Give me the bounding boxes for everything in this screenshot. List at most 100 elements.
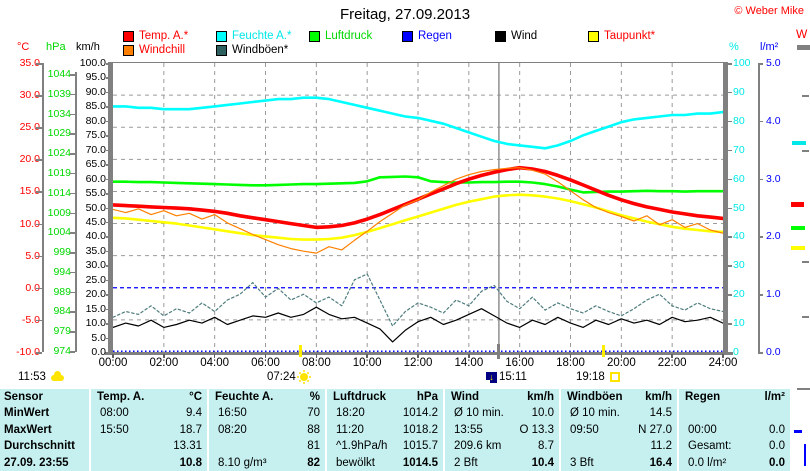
table-cell-value: 70: [307, 407, 320, 420]
table-header-cell: Temp. A. °C: [91, 389, 207, 405]
table-column-sensor: Sensor MinWert MaxWert Durchschnitt 27.09. 2…: [0, 389, 89, 471]
x-axis-line: [105, 352, 733, 355]
axis-tick-mark: [106, 164, 113, 166]
table-cell-value: 9.4: [186, 407, 202, 420]
x-axis-tick: [366, 354, 368, 358]
table-header-cell: Regen l/m²: [679, 389, 790, 405]
kmh-tick-label: 85.0: [85, 100, 106, 113]
table-cell-label: 8.10 g/m³: [218, 456, 267, 469]
x-axis-label: 10:00: [352, 357, 382, 369]
axis-tick-mark: [727, 63, 732, 65]
table-column-Regen: Regen l/m² 00:00 0.0 Gesamt: 0.0 0.0 l/m² 0.0: [677, 389, 790, 471]
legend-color-box: [402, 30, 413, 42]
table-cell-value: N 27.0: [638, 423, 672, 436]
sunrise-time-label: 07:24: [267, 371, 296, 383]
hpa-tick-label: 1014: [47, 186, 71, 199]
x-axis-tick: [722, 354, 724, 358]
c-tick-label: -10.0: [16, 346, 40, 358]
axis-tick-mark: [70, 252, 75, 254]
axis-tick-mark: [106, 279, 113, 282]
axis-tick-mark: [70, 133, 75, 135]
table-row: Gesamt: 0.0: [679, 438, 790, 454]
legend-color-box: [588, 30, 599, 42]
axis-tick-mark: [36, 287, 42, 290]
cutoff-next-chart-label: W: [796, 27, 808, 41]
hpa-tick-label: 984: [53, 305, 71, 318]
table-header-cell: Luftdruck hPa: [327, 389, 443, 405]
axis-unit-hpa: hPa: [46, 41, 66, 53]
axis-tick-mark: [106, 294, 113, 296]
axis-tick-mark: [758, 63, 763, 65]
series-Windchill: [113, 167, 723, 254]
x-axis-label: 08:00: [301, 357, 331, 369]
sunset-square-icon: [609, 372, 620, 382]
marker-moon: 11:53: [18, 371, 64, 383]
kmh-tick-label: 50.0: [85, 201, 106, 214]
pct-tick-label: 40: [733, 230, 745, 243]
hpa-tick-label: 974: [53, 345, 71, 357]
page-title: Freitag, 27.09.2013: [339, 6, 471, 23]
lm2-tick-label: 5.0: [766, 57, 781, 69]
axis-tick-mark: [70, 351, 75, 353]
axis-tick-mark: [727, 91, 732, 94]
edge-strip-yellow-dash: [791, 246, 805, 250]
table-column-Luftdruck: Luftdruck hPa 18:20 1014.2 11:20 1018.2 ^1.9hP…: [325, 389, 443, 471]
axis-tick-mark: [727, 207, 732, 209]
table-row: 09:50 N 27.0: [561, 422, 677, 438]
x-axis-label: 02:00: [149, 357, 179, 369]
table-cell-value: 1014.5: [402, 456, 438, 469]
axis-tick-mark: [70, 271, 75, 274]
x-axis-tick: [417, 354, 419, 358]
x-axis-label: 20:00: [606, 357, 636, 369]
axis-tick-mark: [70, 212, 75, 214]
pct-tick-label: 30: [733, 259, 745, 272]
axis-tick-mark: [106, 236, 113, 238]
axis-tick-mark: [106, 337, 113, 340]
axis-tick-mark: [106, 265, 113, 267]
legend-item: Feuchte A.*: [216, 30, 309, 42]
sunset-axis-tick: [602, 345, 605, 357]
kmh-tick-label: 95.0: [85, 71, 106, 84]
table-cell-value: 1014.2: [402, 407, 438, 420]
axis-tick-mark: [106, 308, 113, 311]
axis-tick-mark: [727, 149, 732, 152]
x-axis-tick: [569, 354, 572, 358]
pct-tick-label: 0: [733, 346, 739, 358]
axis-tick-mark: [106, 135, 113, 137]
table-header-name: Luftdruck: [333, 391, 387, 403]
table-column-Temp. A.: Temp. A. °C 08:00 9.4 15:50 18.7 13.31 10.8: [89, 389, 207, 471]
hpa-tick-label: 989: [53, 285, 71, 298]
pct-tick-label: 60: [733, 172, 745, 185]
kmh-tick-label: 70.0: [85, 143, 106, 156]
lm2-tick-label: 2.0: [766, 230, 781, 243]
cloud-icon: [50, 371, 64, 381]
plot-frame-right: [723, 62, 728, 354]
kmh-tick-label: 65.0: [85, 158, 106, 171]
axis-tick-mark: [106, 221, 113, 224]
celsius-axis-line: [42, 63, 44, 352]
table-cell-label: 16:50: [218, 407, 247, 420]
table-row-label: MaxWert: [4, 423, 52, 436]
x-axis-label: 22:00: [657, 357, 687, 369]
table-cell-label: [561, 438, 570, 454]
table-cell-label: 0.0 l/m²: [688, 456, 727, 469]
table-cell-value: 13.31: [173, 440, 202, 453]
axis-tick-mark: [727, 178, 732, 181]
hpa-tick-label: 994: [53, 265, 71, 278]
x-axis-label: 00:00: [98, 357, 128, 369]
table-cell-value: 0.0: [769, 440, 785, 453]
axis-tick-mark: [70, 74, 75, 76]
table-cell-value: 88: [307, 423, 320, 436]
kmh-tick-label: 20.0: [85, 288, 106, 301]
event-axis-tick: [497, 344, 500, 359]
legend-item-label: Windchill: [139, 44, 186, 56]
storm-warning-icon: ↓: [486, 371, 497, 383]
table-cell-value: 18.7: [179, 423, 202, 436]
table-cell-value: 1015.7: [402, 440, 438, 453]
table-row: Ø 10 min. 10.0: [445, 405, 559, 421]
lm2-tick-label: 4.0: [766, 114, 781, 127]
table-header-name: Regen: [685, 391, 721, 403]
legend-color-box: [495, 30, 506, 42]
x-axis-label: 04:00: [200, 357, 230, 369]
